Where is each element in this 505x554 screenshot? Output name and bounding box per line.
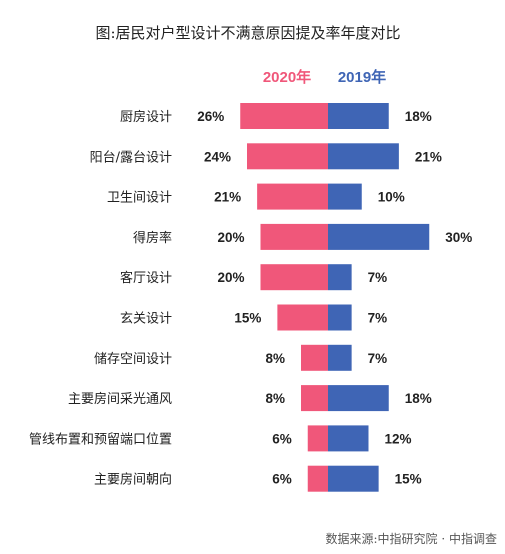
value-label-2020: 21% xyxy=(214,190,241,205)
bar-2020 xyxy=(301,344,328,371)
value-label-2020: 20% xyxy=(217,230,244,245)
bar-2019 xyxy=(328,425,369,452)
legend-2019: 2019年 xyxy=(338,68,386,86)
category-label: 厨房设计 xyxy=(120,109,172,125)
bar-2020 xyxy=(240,103,328,129)
bar-2019 xyxy=(328,103,389,129)
value-label-2019: 7% xyxy=(368,270,388,285)
category-label: 卫生间设计 xyxy=(107,191,172,206)
bar-2019 xyxy=(328,304,352,331)
bar-2019 xyxy=(328,344,352,371)
category-label: 管线布置和预留端口位置 xyxy=(29,432,172,447)
value-label-2019: 12% xyxy=(385,431,412,446)
bar-2020 xyxy=(307,425,328,452)
value-label-2020: 24% xyxy=(204,149,231,164)
bar-2019 xyxy=(328,465,379,492)
value-label-2019: 30% xyxy=(445,230,472,245)
value-label-2019: 15% xyxy=(395,472,422,487)
value-label-2019: 7% xyxy=(368,311,388,326)
value-label-2019: 18% xyxy=(405,109,432,124)
value-label-2020: 26% xyxy=(197,109,224,124)
value-label-2019: 21% xyxy=(415,149,442,164)
bar-2020 xyxy=(277,304,328,331)
bar-2020 xyxy=(260,223,328,250)
value-label-2019: 7% xyxy=(368,351,388,366)
category-label: 主要房间采光通风 xyxy=(68,391,172,407)
bar-2020 xyxy=(247,143,328,170)
bar-2019 xyxy=(328,183,362,210)
value-label-2020: 8% xyxy=(265,351,285,366)
legend-2020: 2020年 xyxy=(263,68,311,86)
value-label-2020: 6% xyxy=(272,431,292,446)
category-label: 玄关设计 xyxy=(120,312,172,327)
category-label: 阳台/露台设计 xyxy=(90,150,172,165)
value-label-2020: 8% xyxy=(265,391,285,406)
category-label: 得房率 xyxy=(133,230,172,246)
value-label-2019: 18% xyxy=(405,391,432,406)
bar-2019 xyxy=(328,143,399,170)
bar-2019 xyxy=(328,385,389,412)
value-label-2019: 10% xyxy=(378,190,405,205)
source-note: 数据来源:中指研究院 · 中指调查 xyxy=(326,531,498,546)
category-label: 客厅设计 xyxy=(120,270,172,286)
bar-2020 xyxy=(301,385,328,412)
category-label: 储存空间设计 xyxy=(94,352,172,367)
value-label-2020: 6% xyxy=(272,472,292,487)
category-label: 主要房间朝向 xyxy=(94,472,172,488)
chart-rows: 厨房设计 26% 18% 阳台/露台设计 24% 21% 卫生间设计 21% 10% 得房率 20%… xyxy=(29,103,472,492)
value-label-2020: 20% xyxy=(217,270,244,285)
bar-2020 xyxy=(260,264,328,291)
bar-2019 xyxy=(328,264,352,291)
bar-2020 xyxy=(257,183,328,210)
chart-title: 图:居民对户型设计不满意原因提及率年度对比 xyxy=(95,24,400,42)
bar-2019 xyxy=(328,223,430,250)
bar-2020 xyxy=(307,465,328,492)
value-label-2020: 15% xyxy=(234,311,261,326)
